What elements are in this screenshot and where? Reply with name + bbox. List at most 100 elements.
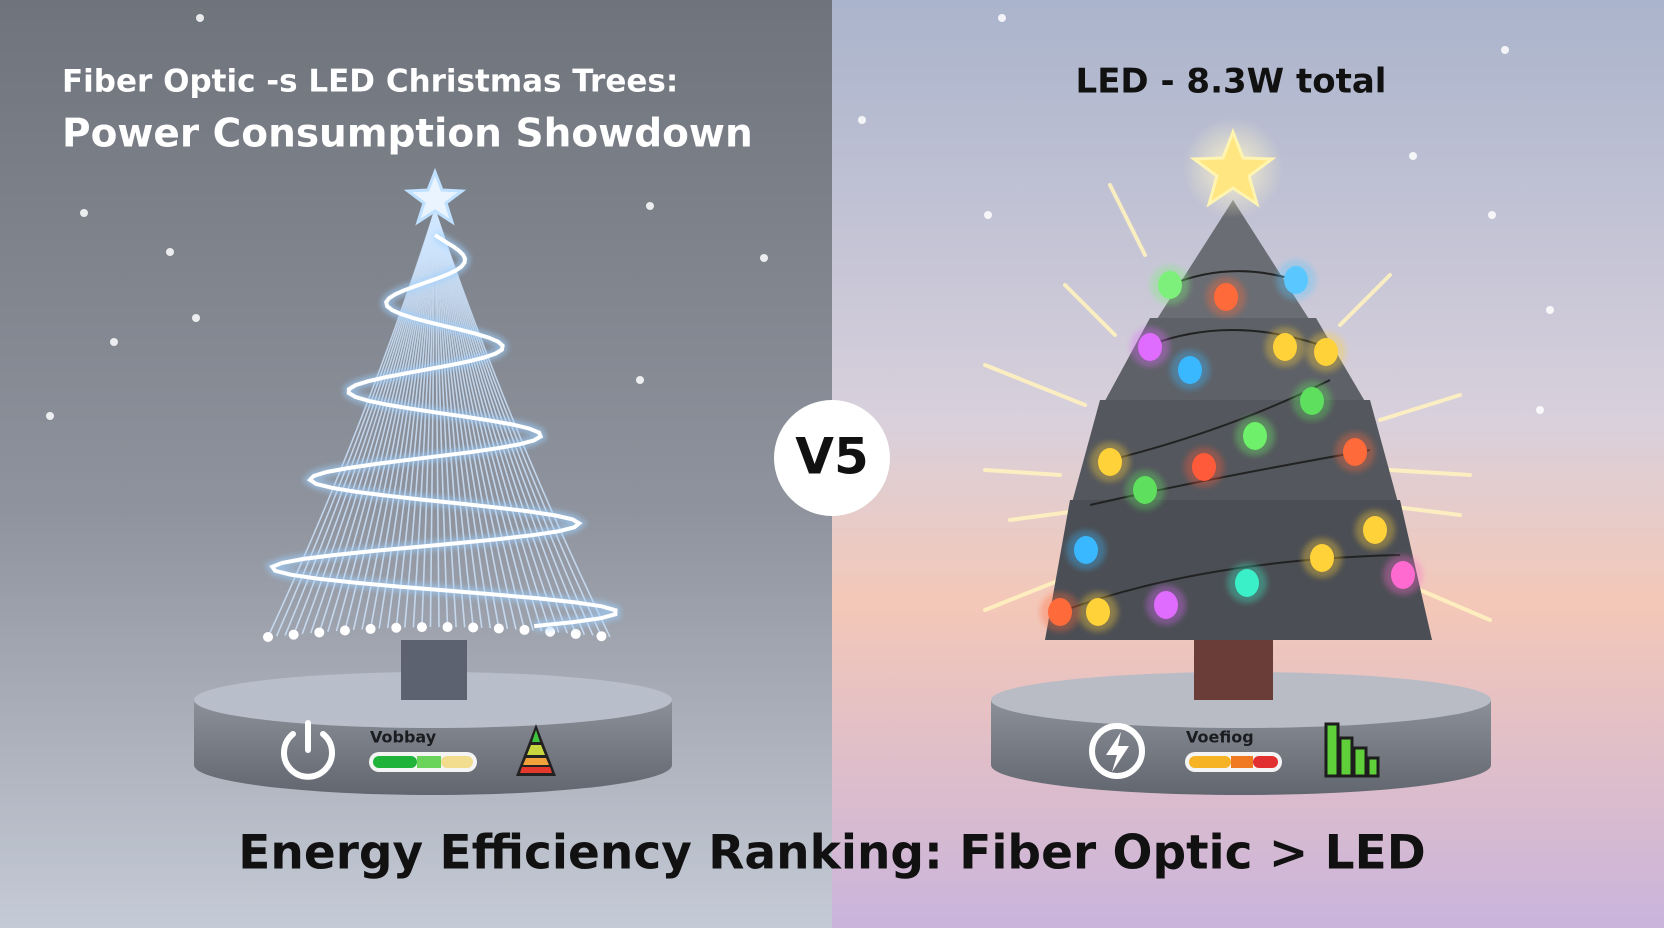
fiber-tip (468, 622, 479, 633)
sparkle (984, 211, 992, 219)
sparkle (166, 248, 174, 256)
bulb (1086, 598, 1110, 626)
fiber-tip (288, 629, 299, 640)
left-level-icon (516, 724, 556, 776)
bulb (1314, 338, 1338, 366)
right-star (1189, 127, 1277, 208)
sparkle (636, 376, 644, 384)
fiber-strand (434, 209, 457, 628)
bulb (1178, 356, 1202, 384)
left-meter (369, 752, 477, 772)
bulb (1098, 448, 1122, 476)
sparkle (1501, 46, 1509, 54)
left-base (194, 640, 672, 795)
footer-text: Energy Efficiency Ranking: Fiber Optic >… (238, 826, 1425, 881)
sparkle (646, 202, 654, 210)
bulb (1310, 544, 1334, 572)
sparkle (192, 314, 200, 322)
fiber-strand (352, 209, 436, 631)
title-line2: Power Consumption Showdown (62, 112, 753, 157)
power-icon (281, 720, 335, 780)
ray (1338, 273, 1392, 327)
fiber-strand (434, 209, 466, 628)
bulb (1391, 561, 1415, 589)
ray (983, 468, 1062, 477)
sparkle (110, 338, 118, 346)
sparkle (80, 209, 88, 217)
bulb (1284, 266, 1308, 294)
fiber-tip (596, 631, 607, 642)
sparkle (1409, 152, 1417, 160)
bulb (1300, 387, 1324, 415)
sparkles (46, 14, 1554, 420)
versus-badge (774, 400, 890, 516)
ray (983, 578, 1062, 612)
fiber-strand (378, 209, 436, 629)
fiber-tip (493, 623, 504, 634)
bolt-icon (1089, 723, 1145, 779)
left-base-label: Vobbay (370, 728, 437, 747)
ray (1418, 588, 1492, 622)
sparkle (1546, 306, 1554, 314)
fiber-strand (386, 209, 436, 629)
fiber-tip (339, 625, 350, 636)
sparkle (196, 14, 204, 22)
bulb (1048, 598, 1072, 626)
bulb (1235, 569, 1259, 597)
fiber-tree (263, 209, 621, 642)
fiber-tip (442, 622, 453, 633)
sparkle (46, 412, 54, 420)
fiber-strand (412, 209, 436, 628)
bulb (1363, 516, 1387, 544)
fiber-tip (365, 623, 376, 634)
fiber-tip (263, 632, 273, 642)
sparkle (1488, 211, 1496, 219)
title-line1: Fiber Optic -s LED Christmas Trees: (62, 64, 678, 100)
bars-icon (1324, 722, 1380, 778)
fiber-tip (570, 628, 581, 639)
ray (1108, 183, 1147, 257)
bulb (1133, 476, 1157, 504)
fiber-strand (404, 209, 436, 628)
fiber-strand (361, 209, 436, 630)
sparkle (998, 14, 1006, 22)
ray (1388, 468, 1472, 477)
bulb (1192, 453, 1216, 481)
light-string (1059, 270, 1401, 613)
fiber-strand (395, 209, 436, 628)
bulb (1138, 333, 1162, 361)
fiber-strand (421, 209, 436, 628)
fiber-tip (391, 622, 402, 633)
bulb (1273, 333, 1297, 361)
right-base-label: Voefiog (1186, 728, 1254, 747)
ray (1063, 283, 1117, 337)
ray (983, 363, 1087, 407)
fiber-spiral (269, 233, 618, 629)
bulb (1154, 591, 1178, 619)
bulb (1343, 438, 1367, 466)
right-title: LED - 8.3W total (1076, 62, 1387, 102)
fiber-strand (318, 209, 436, 633)
fiber-tip (519, 624, 530, 635)
fiber-tip (314, 627, 325, 638)
fiber-strand (434, 209, 449, 628)
fiber-strand (344, 209, 436, 631)
sparkle (1536, 406, 1544, 414)
fiber-strand (429, 209, 436, 628)
bulb (1074, 536, 1098, 564)
bulb (1158, 271, 1182, 299)
versus-text: V5 (795, 428, 869, 486)
sparkle (760, 254, 768, 262)
right-meter (1185, 752, 1282, 772)
fiber-strand (327, 209, 436, 633)
fiber-strand (434, 209, 440, 628)
fiber-tip (416, 622, 427, 633)
fiber-strand (369, 209, 436, 630)
bulb (1243, 422, 1267, 450)
bulb (1214, 283, 1238, 311)
fiber-strand (335, 209, 436, 632)
ray (1378, 393, 1462, 422)
left-star (403, 167, 467, 226)
sparkle (858, 116, 866, 124)
